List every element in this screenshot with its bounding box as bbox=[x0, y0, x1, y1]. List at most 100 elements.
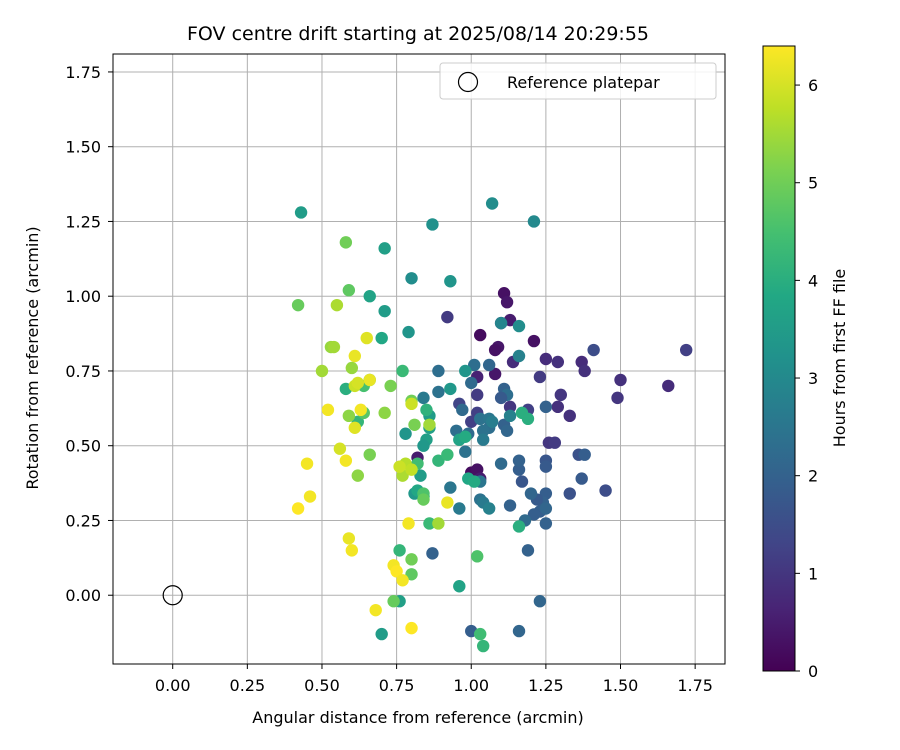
data-point bbox=[342, 532, 356, 545]
data-point bbox=[417, 493, 430, 506]
data-point bbox=[351, 376, 364, 390]
data-point bbox=[512, 454, 526, 467]
data-point bbox=[459, 364, 472, 378]
data-point bbox=[578, 448, 591, 461]
data-point bbox=[488, 367, 502, 381]
data-point bbox=[539, 352, 553, 366]
data-point bbox=[354, 403, 367, 417]
data-point bbox=[444, 481, 457, 494]
data-point bbox=[587, 343, 600, 357]
data-point bbox=[515, 475, 529, 488]
y-tick-label: 0.00 bbox=[65, 586, 101, 605]
data-point bbox=[360, 331, 373, 345]
data-point bbox=[378, 304, 391, 318]
data-point bbox=[342, 284, 356, 297]
y-tick-label: 1.75 bbox=[65, 63, 101, 82]
data-point bbox=[405, 463, 418, 476]
x-tick-label: 0.00 bbox=[155, 676, 191, 695]
data-point bbox=[512, 624, 526, 638]
data-point bbox=[465, 376, 478, 390]
data-point bbox=[539, 400, 553, 414]
data-point bbox=[426, 218, 439, 231]
data-point bbox=[512, 463, 526, 476]
data-point bbox=[363, 448, 376, 461]
data-point bbox=[315, 364, 329, 378]
y-tick-label: 0.25 bbox=[65, 511, 101, 530]
data-point bbox=[396, 574, 409, 587]
data-point bbox=[417, 391, 430, 405]
x-axis-label: Angular distance from reference (arcmin) bbox=[252, 708, 583, 727]
data-point bbox=[363, 290, 376, 303]
data-point bbox=[527, 508, 541, 521]
data-point bbox=[575, 472, 588, 485]
data-point bbox=[662, 379, 675, 393]
data-point bbox=[512, 349, 526, 363]
data-point bbox=[471, 388, 484, 402]
data-point bbox=[453, 580, 466, 593]
data-point bbox=[512, 319, 526, 333]
data-point bbox=[375, 331, 388, 345]
y-tick-label: 1.50 bbox=[65, 138, 101, 157]
colorbar: 0 1 2 3 4 5 6 Hours from first FF file bbox=[762, 45, 849, 681]
legend-label: Reference platepar bbox=[507, 73, 660, 92]
data-point bbox=[471, 550, 484, 563]
data-point bbox=[488, 343, 502, 357]
data-point bbox=[342, 409, 356, 423]
data-point bbox=[321, 403, 335, 417]
data-point bbox=[533, 595, 547, 608]
data-point bbox=[405, 568, 418, 581]
y-axis-label: Rotation from reference (arcmin) bbox=[23, 226, 42, 489]
colorbar-ticks: 0 1 2 3 4 5 6 bbox=[795, 76, 818, 681]
data-point bbox=[363, 373, 376, 387]
data-point bbox=[527, 334, 541, 348]
data-point bbox=[474, 627, 487, 641]
data-point bbox=[384, 379, 397, 393]
data-point bbox=[351, 469, 364, 482]
x-axis-ticks: 0.00 0.25 0.50 0.75 1.00 1.25 1.50 1.75 bbox=[155, 664, 713, 695]
data-point bbox=[345, 544, 359, 557]
data-point bbox=[459, 430, 472, 443]
data-point bbox=[554, 388, 568, 402]
data-point bbox=[345, 361, 359, 375]
data-point bbox=[396, 364, 409, 378]
reference-marker bbox=[162, 585, 183, 606]
data-point bbox=[599, 484, 612, 497]
colorbar-tick-label: 5 bbox=[808, 174, 818, 193]
data-point bbox=[503, 400, 517, 414]
data-point bbox=[533, 370, 547, 384]
data-point bbox=[432, 385, 445, 399]
data-point bbox=[453, 502, 466, 515]
reference-platepar-marker bbox=[162, 585, 183, 606]
data-point bbox=[348, 421, 362, 434]
data-point bbox=[414, 469, 427, 482]
data-point bbox=[432, 364, 445, 378]
data-point bbox=[408, 418, 421, 431]
data-point bbox=[563, 487, 576, 500]
data-point bbox=[417, 439, 430, 452]
data-point bbox=[539, 460, 553, 473]
y-tick-label: 1.00 bbox=[65, 287, 101, 306]
y-tick-label: 1.25 bbox=[65, 212, 101, 231]
data-point bbox=[423, 517, 436, 530]
data-point bbox=[387, 595, 400, 608]
colorbar-label: Hours from first FF file bbox=[830, 269, 849, 448]
colorbar-tick-label: 6 bbox=[808, 76, 818, 95]
data-point bbox=[405, 621, 418, 635]
data-point bbox=[521, 412, 535, 426]
data-point bbox=[524, 487, 538, 500]
data-point bbox=[503, 499, 517, 512]
plot-frame bbox=[112, 53, 726, 665]
data-point bbox=[503, 409, 517, 423]
data-point bbox=[303, 490, 317, 503]
colorbar-tick-label: 2 bbox=[808, 467, 818, 486]
colorbar-tick-label: 4 bbox=[808, 271, 818, 290]
data-point bbox=[441, 448, 454, 461]
grid bbox=[113, 54, 725, 664]
data-point bbox=[294, 206, 308, 219]
data-point bbox=[399, 427, 412, 440]
data-point bbox=[369, 603, 382, 617]
y-tick-label: 0.75 bbox=[65, 362, 101, 381]
x-tick-label: 1.75 bbox=[677, 676, 713, 695]
data-point bbox=[482, 502, 496, 515]
data-point bbox=[474, 328, 487, 342]
